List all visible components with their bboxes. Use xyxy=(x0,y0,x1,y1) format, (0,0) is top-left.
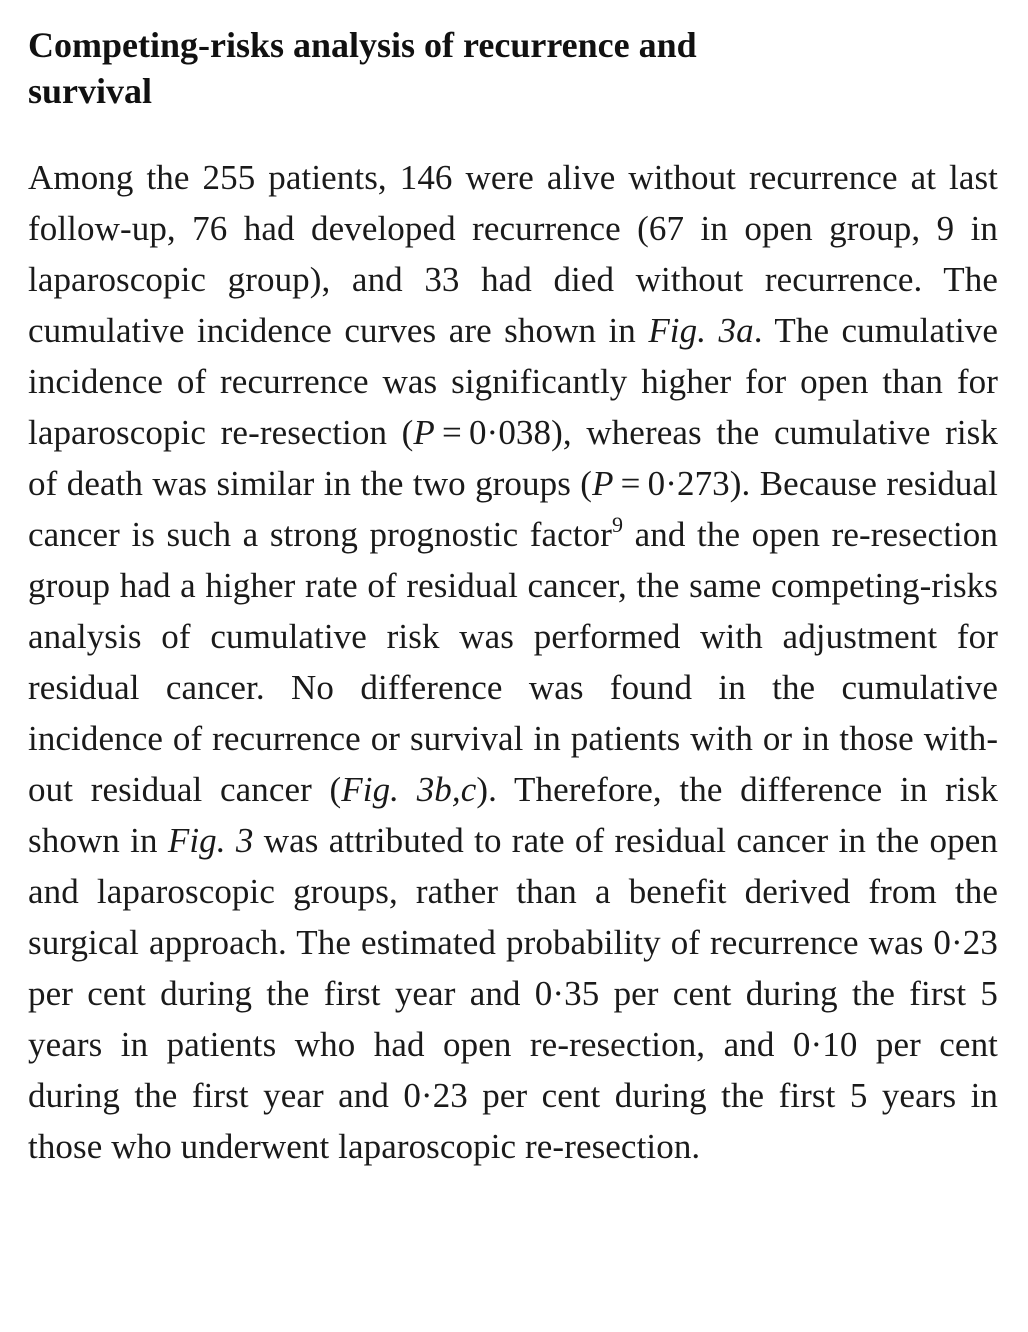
text-run: ). Therefore, the difference in risk sho… xyxy=(28,770,998,860)
text-run: and the open re-resection group had a hi… xyxy=(28,515,998,809)
p-value-symbol: P xyxy=(413,413,435,452)
text-run: = 0·273). Because residual cancer is suc… xyxy=(28,464,998,554)
text-run: Among the 255 patients, 146 were alive w… xyxy=(28,158,998,350)
text-run: . The cumulative incidence of recurrence… xyxy=(28,311,998,452)
p-value-symbol: P xyxy=(592,464,614,503)
section-heading: Competing-risks analysis of recurrence a… xyxy=(28,25,697,111)
text-run: was attributed to rate of residual cance… xyxy=(28,821,998,1166)
article-section: Competing-risks analysis of recurrence a… xyxy=(28,22,998,1172)
figure-reference: Fig. 3b,c xyxy=(341,770,477,809)
figure-reference: Fig. 3 xyxy=(167,821,254,860)
citation-superscript: 9 xyxy=(611,512,624,537)
figure-reference: Fig. 3a xyxy=(648,311,754,350)
body-paragraph: Among the 255 patients, 146 were alive w… xyxy=(28,152,998,1172)
text-run: = 0·038), whereas the cumulative risk of… xyxy=(28,413,998,503)
